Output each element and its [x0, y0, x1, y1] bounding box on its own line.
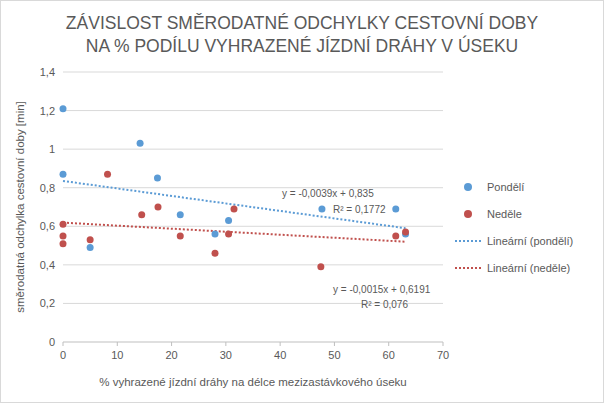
point	[60, 240, 67, 247]
legend-label: Lineární (neděle)	[487, 262, 570, 274]
y-tick-label: 0	[49, 336, 55, 348]
x-tick-label: 70	[437, 349, 449, 361]
legend-label: Lineární (pondělí)	[487, 235, 573, 247]
y-tick-label: 0,4	[40, 259, 55, 271]
x-tick	[225, 342, 226, 346]
point	[60, 105, 67, 112]
y-tick-label: 0,6	[40, 220, 55, 232]
x-tick-label: 50	[328, 349, 340, 361]
y-axis-label: směrodatná odchylka cestovní doby [min]	[14, 101, 26, 313]
grid-line	[63, 110, 443, 111]
point	[317, 263, 324, 270]
point	[177, 232, 184, 239]
annotation: y = -0,0039x + 0,835	[282, 188, 374, 199]
title-line: ZÁVISLOST SMĚRODATNÉ ODCHYLKY CESTOVNÍ D…	[66, 13, 539, 33]
grid-line	[63, 149, 443, 150]
point	[392, 232, 399, 239]
point	[154, 175, 161, 182]
x-axis-line	[63, 342, 443, 343]
point	[60, 221, 67, 228]
point	[225, 217, 232, 224]
y-tick-label: 0,8	[40, 182, 55, 194]
legend-marker	[464, 183, 472, 191]
x-tick-label: 30	[220, 349, 232, 361]
x-tick	[117, 342, 118, 346]
x-tick-label: 0	[60, 349, 66, 361]
x-tick-label: 40	[274, 349, 286, 361]
chart-frame	[1, 1, 604, 403]
x-tick-label: 10	[111, 349, 123, 361]
x-tick-label: 20	[165, 349, 177, 361]
point	[60, 171, 67, 178]
point	[318, 205, 325, 212]
point	[155, 204, 162, 211]
title: ZÁVISLOST SMĚRODATNÉ ODCHYLKY CESTOVNÍ D…	[66, 13, 539, 56]
x-tick	[443, 342, 444, 346]
annotation: R² = 0,076	[361, 299, 408, 310]
legend-label: Pondělí	[487, 181, 524, 193]
point	[87, 236, 94, 243]
point	[87, 244, 94, 251]
legend-label: Neděle	[487, 208, 522, 220]
x-tick	[334, 342, 335, 346]
grid-line	[63, 72, 443, 73]
point	[225, 231, 232, 238]
trend-line	[63, 181, 406, 228]
point	[177, 211, 184, 218]
point	[137, 140, 144, 147]
trend-line	[63, 223, 406, 242]
point	[212, 231, 219, 238]
title-line: NA % PODÍLU VYHRAZENÉ JÍZDNÍ DRÁHY V ÚSE…	[86, 35, 518, 56]
point	[104, 171, 111, 178]
plot-area	[60, 105, 410, 270]
y-tick-label: 0,2	[40, 297, 55, 309]
y-tick-label: 1,2	[40, 105, 55, 117]
legend-marker	[464, 210, 472, 218]
grid-line	[63, 264, 443, 265]
y-tick-label: 1,4	[40, 66, 55, 78]
x-tick	[63, 342, 64, 346]
legend-marker	[455, 267, 481, 269]
point	[212, 250, 219, 257]
x-tick	[171, 342, 172, 346]
point	[392, 205, 399, 212]
chart: ZÁVISLOST SMĚRODATNÉ ODCHYLKY CESTOVNÍ D…	[0, 0, 604, 403]
y-tick-label: 1	[49, 143, 55, 155]
x-tick	[388, 342, 389, 346]
x-tick	[280, 342, 281, 346]
x-tick-label: 60	[383, 349, 395, 361]
legend-marker	[455, 240, 481, 242]
x-axis-label: % vyhrazené jízdní dráhy na délce meziza…	[99, 376, 406, 388]
point	[402, 229, 409, 236]
point	[60, 232, 67, 239]
annotation: R² = 0,1772	[333, 204, 386, 215]
point	[231, 205, 238, 212]
annotation: y = -0,0015x + 0,6191	[333, 284, 431, 295]
point	[138, 211, 145, 218]
